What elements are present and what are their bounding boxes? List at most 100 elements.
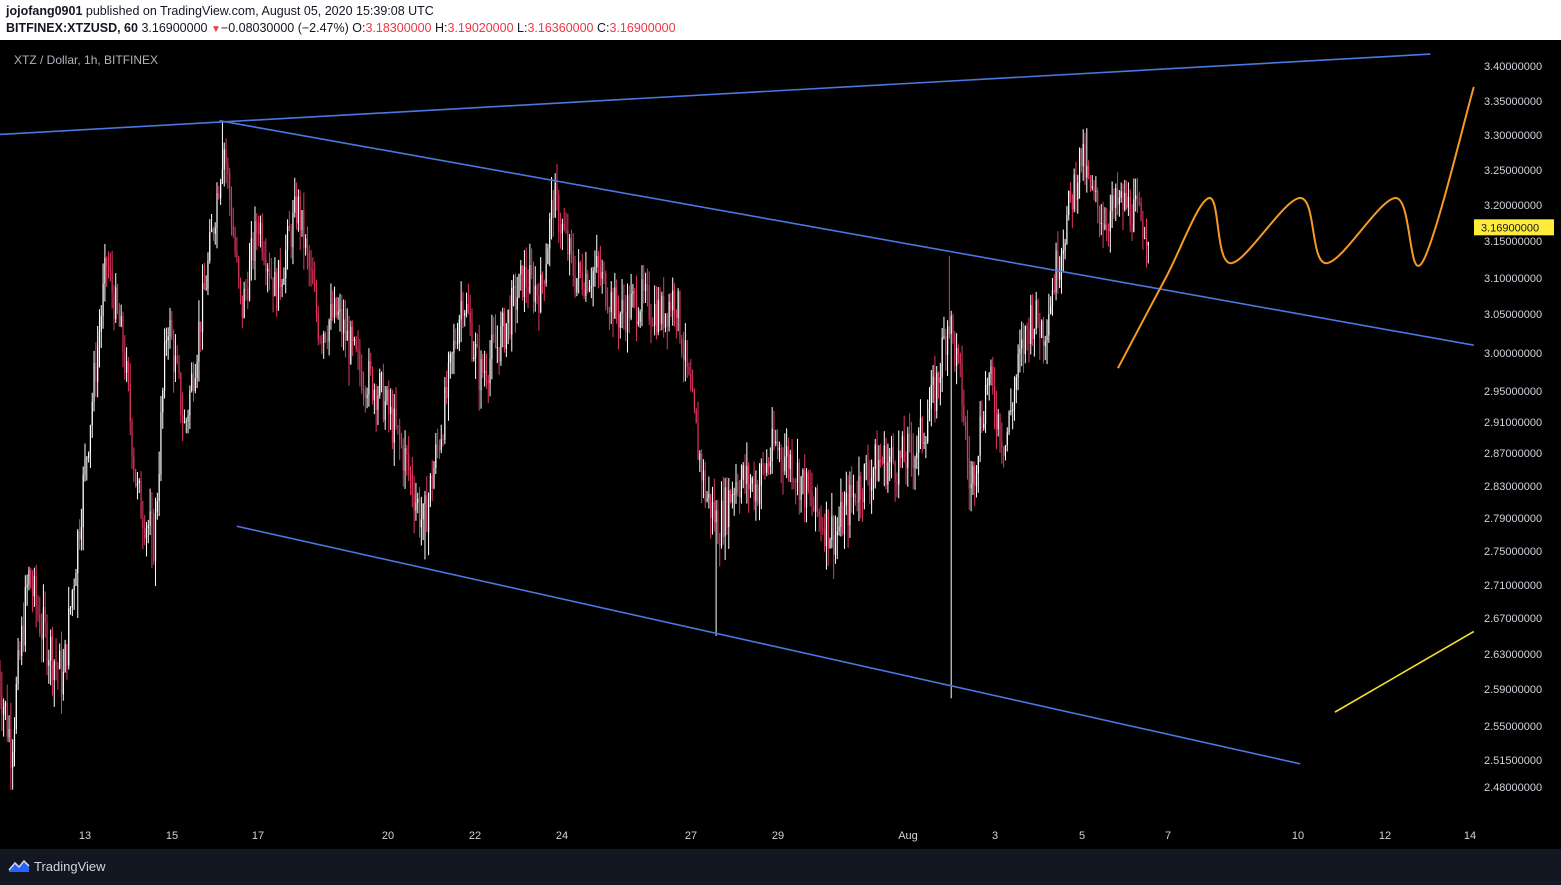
- time-tick-label: 13: [79, 830, 91, 842]
- candle: [603, 261, 605, 285]
- candle-body: [212, 229, 214, 234]
- candle-body: [449, 353, 451, 363]
- candle-body: [68, 607, 70, 666]
- candle: [798, 458, 800, 515]
- candle: [328, 318, 330, 356]
- price-axis[interactable]: 3.40000000 3.35000000 3.30000000 3.25000000…: [1474, 61, 1554, 794]
- candle: [167, 327, 169, 360]
- candle: [572, 233, 574, 287]
- candle: [1019, 329, 1021, 373]
- candle-body: [527, 286, 529, 293]
- candle: [254, 206, 256, 281]
- candle: [786, 428, 788, 479]
- publisher-name[interactable]: jojofang0901: [6, 4, 83, 18]
- candle: [993, 366, 996, 430]
- candle: [487, 374, 489, 404]
- candle-body: [133, 457, 135, 470]
- candle-body: [1064, 243, 1066, 251]
- symbol-label[interactable]: BITFINEX:XTZUSD, 60: [6, 21, 138, 35]
- candle-body: [216, 193, 218, 228]
- price-tick-label: 2.71000000: [1484, 580, 1542, 592]
- candle-body: [840, 501, 842, 527]
- candle-body: [547, 248, 549, 265]
- candle-body: [999, 414, 1001, 443]
- candle-body: [711, 501, 714, 518]
- candle: [746, 442, 748, 504]
- candle: [983, 410, 985, 431]
- candle: [478, 324, 480, 411]
- candle: [711, 486, 714, 535]
- candle-body: [858, 476, 860, 503]
- candle: [605, 270, 607, 311]
- candle: [104, 243, 106, 302]
- candle-body: [986, 385, 988, 387]
- candle-body: [890, 447, 893, 457]
- time-tick-label: 22: [469, 830, 481, 842]
- candle: [912, 433, 914, 490]
- candle: [943, 316, 945, 340]
- candle-body: [550, 200, 553, 219]
- candle-body: [952, 315, 954, 334]
- candle: [484, 350, 486, 387]
- candle: [874, 438, 876, 489]
- candle-body: [135, 469, 137, 487]
- candle-body: [634, 291, 636, 293]
- candle-body: [160, 412, 162, 475]
- candle-body: [892, 447, 894, 463]
- candle-body: [1086, 165, 1088, 178]
- candle: [393, 393, 395, 466]
- candle: [44, 591, 46, 638]
- candle-body: [337, 311, 339, 316]
- descending-resistance-line[interactable]: [219, 119, 1474, 346]
- candle-body: [757, 484, 759, 504]
- candle-body: [429, 475, 431, 500]
- candle: [335, 296, 337, 319]
- time-axis[interactable]: 13 15 17 20 22 24 27 29 Aug 3 5 7 10 12 14: [79, 830, 1476, 842]
- candle: [274, 257, 276, 297]
- upper-trendline[interactable]: [0, 53, 1431, 136]
- candle-body: [809, 490, 811, 492]
- candle: [200, 321, 202, 352]
- candle: [263, 240, 265, 266]
- candle-body: [534, 285, 536, 302]
- candle-body: [1030, 305, 1032, 344]
- candle-body: [125, 361, 128, 373]
- candle-body: [1077, 182, 1079, 200]
- candle-body: [522, 265, 524, 298]
- orange-projection-path[interactable]: [1117, 86, 1475, 369]
- candle-body: [496, 347, 498, 349]
- candle: [724, 477, 726, 560]
- candle-body: [652, 324, 654, 326]
- candle: [1053, 274, 1055, 295]
- candle-body: [773, 428, 775, 444]
- candle: [77, 528, 79, 618]
- candle: [635, 275, 638, 342]
- candle: [965, 415, 967, 440]
- candle-body: [549, 218, 551, 249]
- candle-body: [507, 309, 509, 324]
- candle: [744, 454, 746, 494]
- candle-body: [162, 390, 164, 413]
- candle-body: [82, 474, 84, 528]
- candle-body: [1144, 238, 1146, 240]
- candle-body: [455, 340, 457, 344]
- candle-body: [30, 570, 32, 588]
- price-tick-label: 3.30000000: [1484, 130, 1542, 142]
- price-chart[interactable]: XTZ / Dollar, 1h, BITFINEX 3.40000000 3.3…: [0, 40, 1561, 849]
- candle: [505, 323, 507, 358]
- lower-support-line[interactable]: [236, 525, 1301, 765]
- candle-body: [185, 421, 187, 423]
- candle-body: [50, 636, 52, 661]
- tradingview-brand[interactable]: TradingView: [34, 859, 106, 874]
- candle-body: [1126, 192, 1128, 208]
- candle: [767, 457, 770, 475]
- candle-body: [295, 196, 298, 224]
- yellow-trendline[interactable]: [1334, 630, 1475, 713]
- candle-body: [1068, 190, 1070, 215]
- candle: [720, 481, 723, 549]
- candle: [889, 448, 891, 482]
- candle-body: [214, 227, 216, 234]
- candle: [261, 213, 263, 261]
- candle: [48, 649, 50, 684]
- candle-body: [182, 415, 184, 423]
